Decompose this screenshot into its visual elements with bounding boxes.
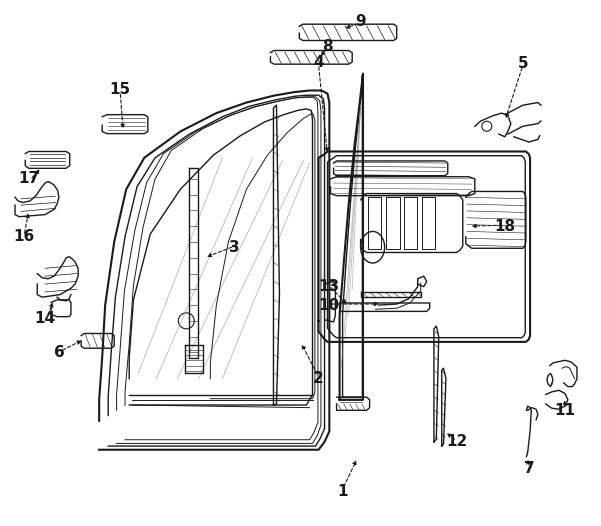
- Text: 6: 6: [53, 345, 64, 360]
- Text: 13: 13: [319, 279, 340, 294]
- Text: 5: 5: [517, 56, 528, 70]
- Text: 15: 15: [109, 82, 131, 97]
- Text: 3: 3: [229, 240, 240, 255]
- Text: 16: 16: [13, 229, 35, 244]
- Text: 8: 8: [322, 39, 333, 54]
- Text: 1: 1: [337, 484, 348, 499]
- Text: 10: 10: [319, 298, 340, 312]
- Text: 4: 4: [313, 55, 324, 69]
- Text: 2: 2: [313, 371, 324, 386]
- Text: 9: 9: [355, 14, 366, 28]
- Text: 12: 12: [446, 434, 468, 449]
- Text: 14: 14: [34, 311, 56, 326]
- Text: 11: 11: [555, 403, 575, 418]
- Text: 18: 18: [494, 219, 516, 234]
- Text: 7: 7: [523, 461, 534, 476]
- Text: 17: 17: [18, 171, 40, 186]
